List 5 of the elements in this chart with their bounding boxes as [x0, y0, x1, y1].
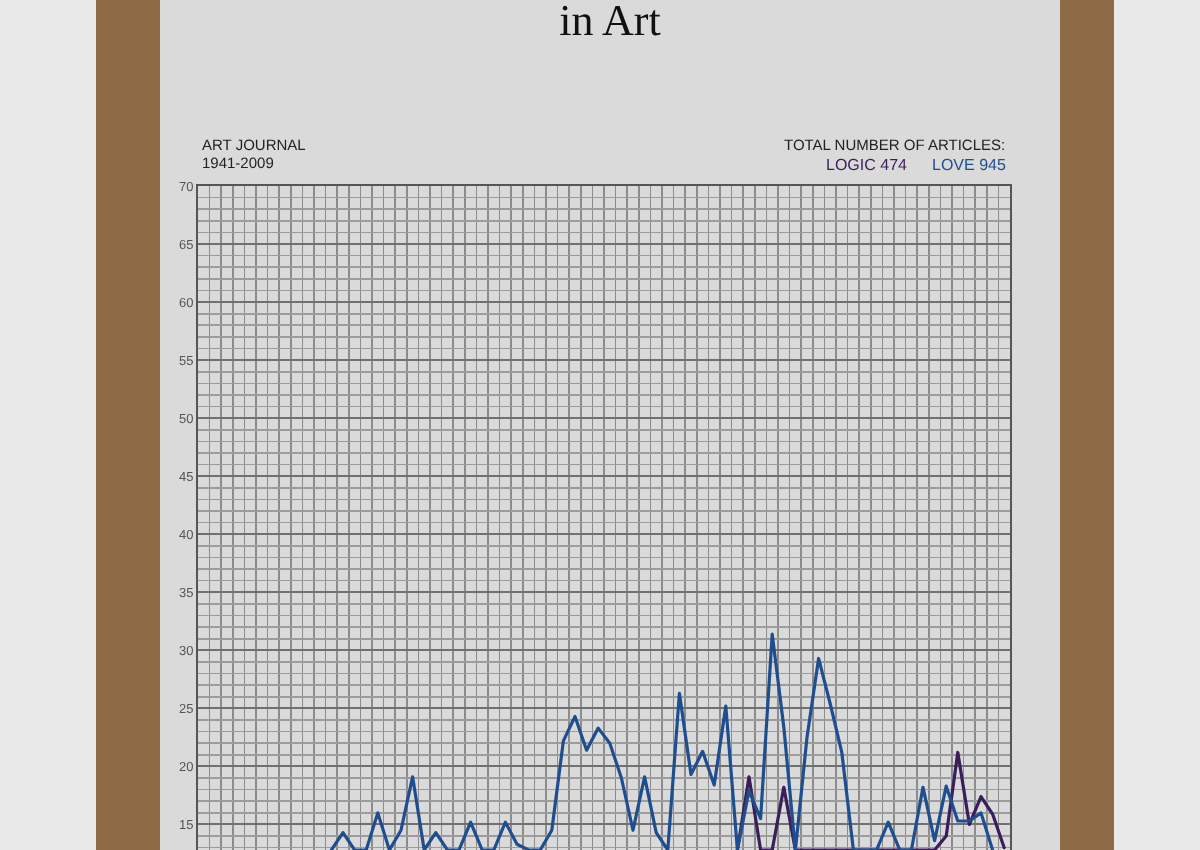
line-series: [329, 632, 995, 850]
text: LOVE 945: [932, 156, 1007, 174]
text: LOGIC 474: [826, 156, 909, 174]
chart-title: in Art: [559, 0, 661, 46]
line-series: [735, 750, 1006, 850]
